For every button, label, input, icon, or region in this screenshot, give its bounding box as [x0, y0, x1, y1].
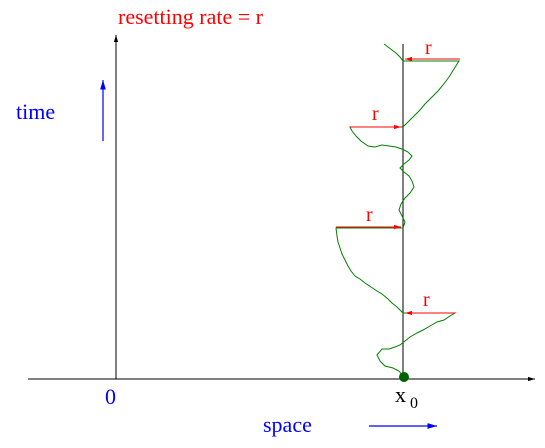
brownian-trajectory [335, 43, 460, 377]
reset-label-2: r [372, 103, 379, 125]
time-axis-label: time [16, 99, 56, 124]
origin-label: 0 [105, 384, 116, 409]
start-point [399, 372, 409, 382]
position-label-subscript: 0 [410, 395, 418, 412]
reset-label-1: r [425, 37, 432, 59]
space-axis-label: space [263, 412, 312, 437]
reset-label-4: r [423, 289, 430, 311]
position-label-x: x [395, 382, 406, 407]
reset-label-3: r [366, 204, 373, 226]
diagram-title: resetting rate = r [118, 4, 263, 29]
